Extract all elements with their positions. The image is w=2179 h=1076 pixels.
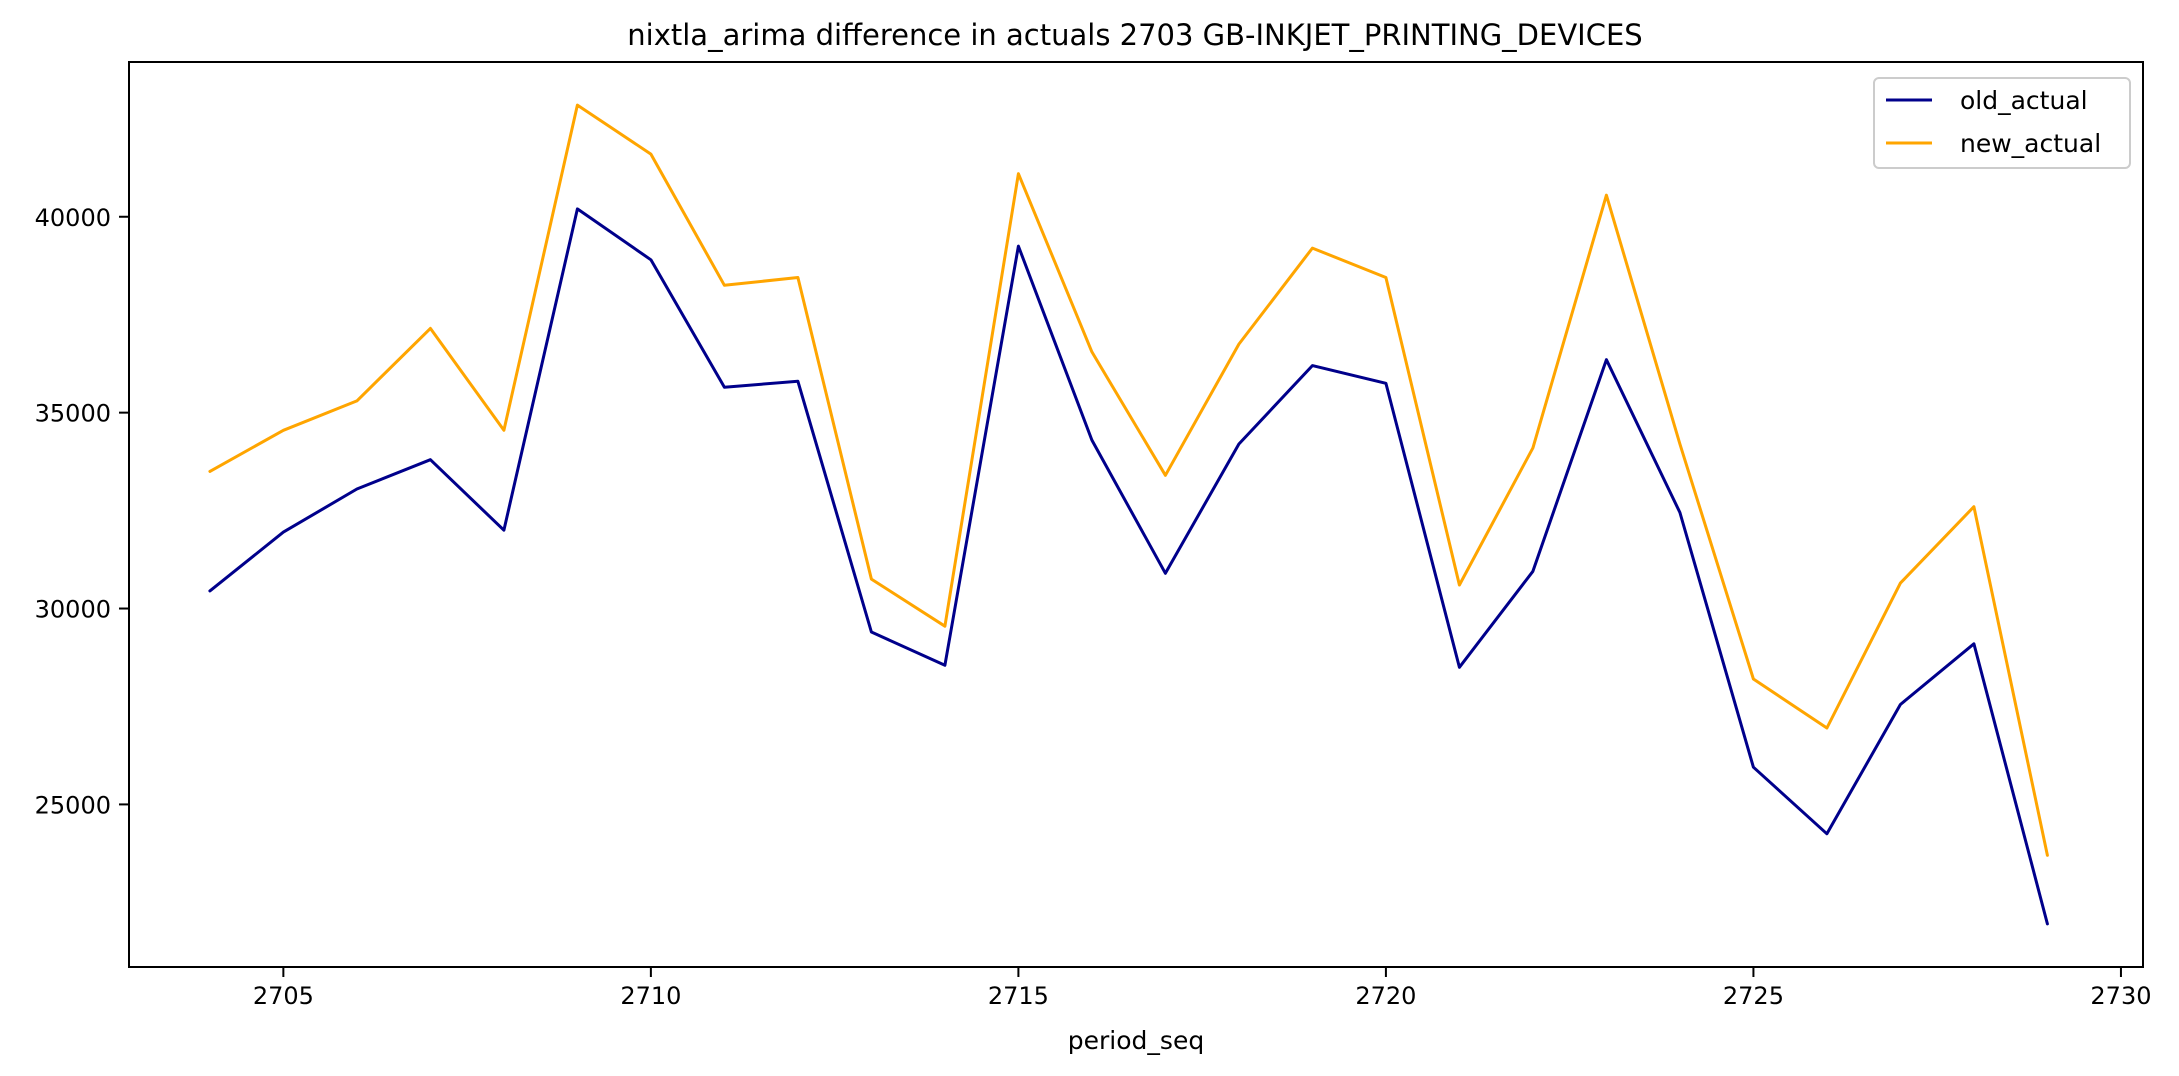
x-tick-label: 2730 [2090,982,2151,1010]
legend: old_actual new_actual [1873,77,2131,169]
x-tick-label: 2705 [253,982,314,1010]
y-tick-label: 25000 [35,791,111,819]
x-tick-label: 2710 [620,982,681,1010]
y-tick-label: 35000 [35,400,111,428]
series-line-new_actual [208,103,2049,857]
plot-frame [128,61,2144,968]
x-tick-label: 2725 [1723,982,1784,1010]
x-axis-label: period_seq [1068,1026,1204,1055]
y-axis: 25000 30000 35000 40000 [35,204,129,819]
series-line-old_actual [208,207,2049,926]
legend-box [1873,77,2131,169]
y-tick-label: 30000 [35,596,111,624]
x-axis: 2705 2710 2715 2720 2725 2730 [253,967,2151,1010]
x-tick-label: 2720 [1355,982,1416,1010]
chart-title: nixtla_arima difference in actuals 2703 … [627,18,1642,52]
legend-label-new_actual: new_actual [1960,129,2101,158]
x-tick-label: 2715 [988,982,1049,1010]
y-tick-label: 40000 [35,204,111,232]
plot-area [208,103,2049,926]
legend-label-old_actual: old_actual [1960,86,2088,115]
